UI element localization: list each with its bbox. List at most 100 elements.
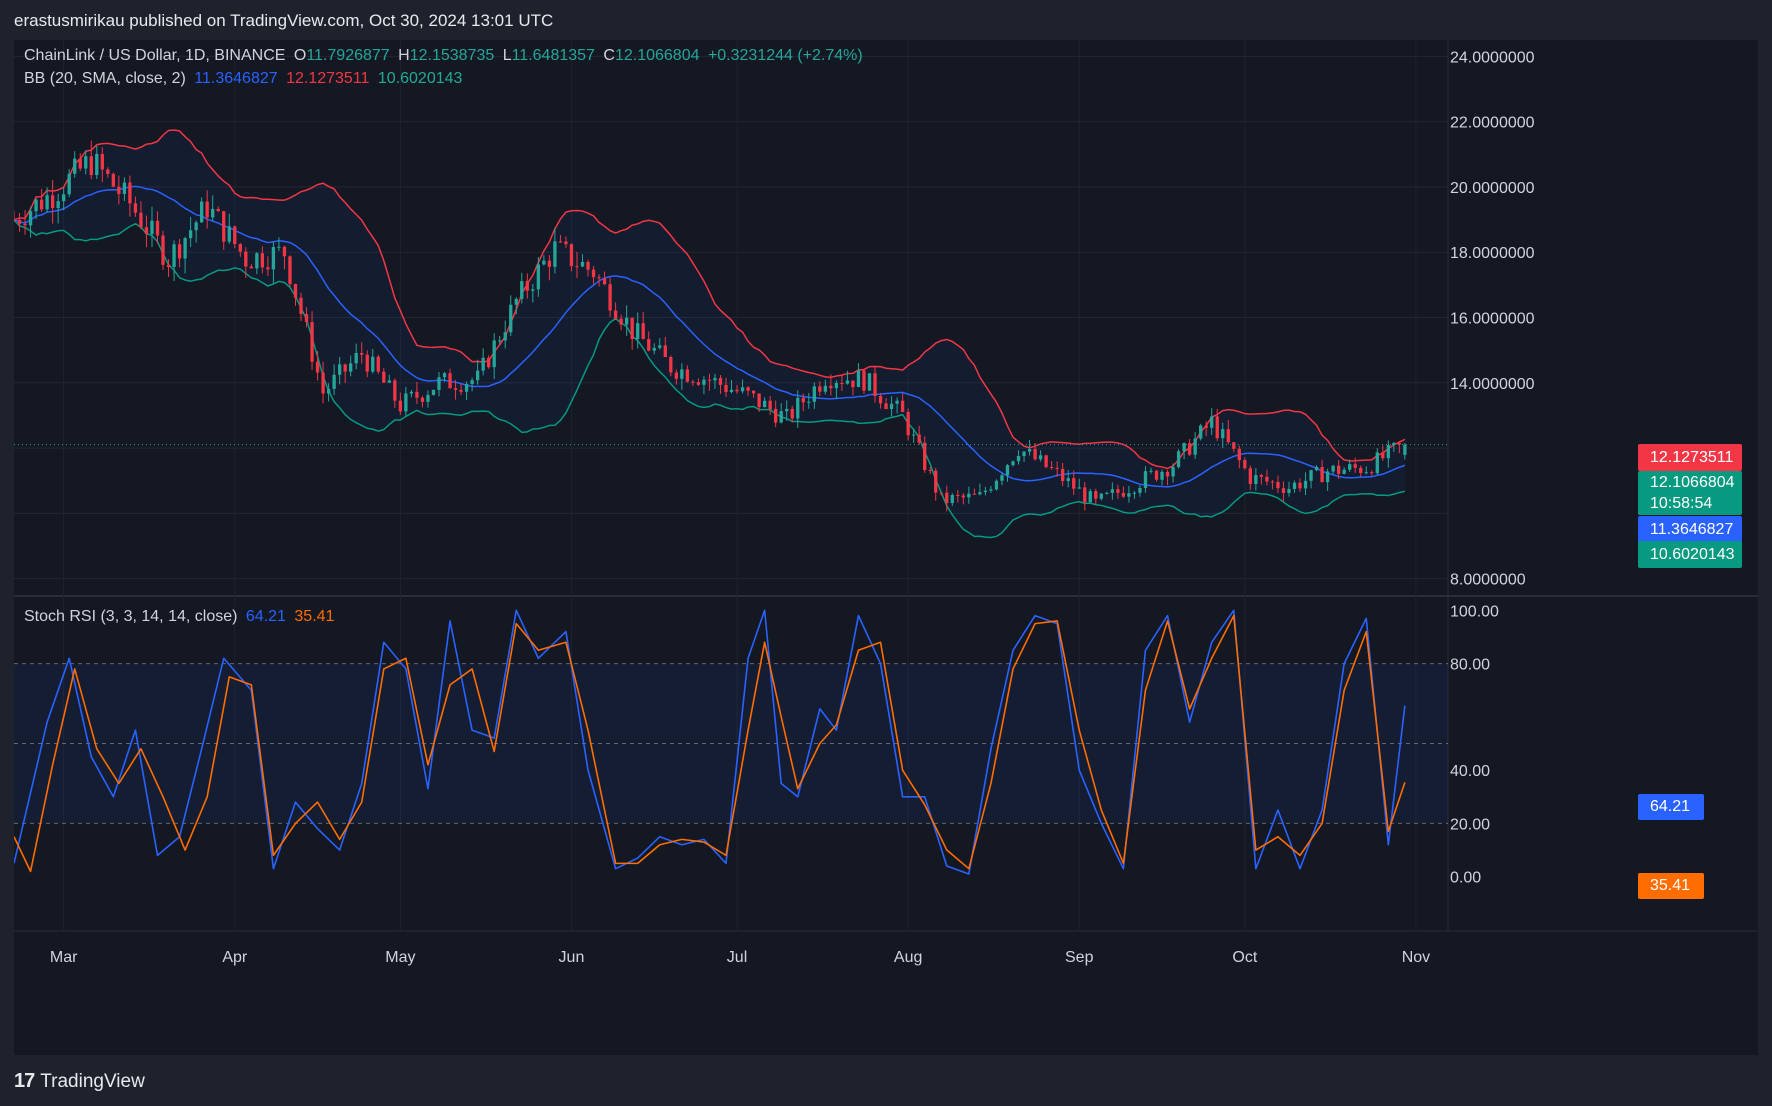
candle-body: [1049, 467, 1054, 469]
stoch-k-value: 64.21: [245, 608, 286, 625]
stoch-label[interactable]: Stoch RSI (3, 3, 14, 14, close): [24, 608, 238, 625]
time-tick-label: Jul: [727, 949, 747, 966]
candle-body: [437, 377, 441, 390]
stoch-tick-label: 0.00: [1450, 870, 1481, 887]
candle-body: [73, 158, 77, 174]
candle-body: [1254, 475, 1258, 484]
candle-body: [1088, 491, 1092, 503]
chart-canvas[interactable]: 24.0000000 22.0000000 20.0000000 18.0000000…: [14, 40, 1758, 1055]
candle-body: [1215, 416, 1219, 439]
candle-body: [978, 492, 982, 495]
candle-body: [558, 241, 563, 243]
candle-body: [1232, 442, 1236, 449]
time-tick-label: Sep: [1065, 949, 1094, 966]
candle-body: [928, 470, 932, 472]
price-tick-label: 20.0000000: [1450, 180, 1535, 197]
candle-body: [122, 182, 127, 194]
bb-label[interactable]: BB (20, SMA, close, 2): [24, 70, 186, 87]
stoch-d-tag: 35.41: [1638, 873, 1704, 899]
upper-band-tag: 12.1273511: [1638, 444, 1742, 471]
candle-body: [1077, 487, 1081, 489]
candle-body: [133, 203, 138, 213]
candle-body: [696, 382, 701, 385]
candle-body: [989, 489, 993, 491]
candle-body: [878, 395, 883, 404]
candle-body: [56, 201, 60, 208]
footer[interactable]: 17 TradingView: [14, 1070, 145, 1093]
candle-body: [796, 397, 800, 419]
candle-body: [177, 244, 182, 259]
chart-frame[interactable]: 24.0000000 22.0000000 20.0000000 18.0000000…: [14, 40, 1758, 1055]
candle-body: [1027, 449, 1032, 452]
close-value: 12.1066804: [614, 47, 700, 64]
candle-body: [1364, 472, 1368, 474]
candle-body: [238, 243, 242, 252]
stoch-tick-label: 40.00: [1450, 763, 1490, 780]
candle-body: [983, 490, 988, 493]
candle-body: [1353, 464, 1357, 468]
candle-body: [1359, 467, 1363, 474]
candle-body: [1298, 482, 1302, 489]
candle-body: [222, 211, 226, 242]
candle-body: [751, 390, 756, 394]
candle-body: [1375, 452, 1379, 474]
candle-body: [713, 377, 717, 381]
candle-body: [277, 246, 281, 248]
candle-body: [884, 403, 888, 410]
candle-body: [282, 246, 287, 257]
candle-body: [685, 369, 690, 382]
candle-body: [707, 379, 712, 381]
candle-body: [1243, 460, 1247, 469]
candle-body: [1237, 448, 1241, 461]
candle-body: [812, 386, 816, 402]
candle-body: [1403, 444, 1407, 455]
candle-body: [906, 411, 910, 436]
symbol-label[interactable]: ChainLink / US Dollar, 1D, BINANCE: [24, 47, 286, 64]
candle-body: [205, 201, 209, 218]
candle-body: [856, 370, 861, 388]
candle-body: [608, 284, 612, 311]
candle-body: [382, 371, 386, 383]
time-tick-label: Nov: [1402, 949, 1430, 966]
candle-body: [1331, 465, 1335, 472]
candle-body: [939, 492, 943, 494]
candle-body: [1149, 470, 1153, 472]
candle-body: [28, 211, 33, 226]
candle-body: [89, 156, 93, 176]
main-legend: ChainLink / US Dollar, 1D, BINANCE O11.7…: [24, 47, 867, 65]
candle-body: [1370, 472, 1374, 474]
candle-body: [845, 380, 850, 384]
candle-body: [889, 403, 894, 410]
candle-body: [387, 380, 391, 383]
stoch-tick-label: 20.00: [1450, 816, 1490, 833]
candle-body: [249, 266, 253, 269]
bb-lower-value: 10.6020143: [377, 70, 463, 87]
candle-body: [1061, 468, 1065, 482]
candle-body: [1381, 452, 1385, 459]
candle-body: [624, 317, 629, 325]
candle-body: [718, 377, 723, 385]
candle-body: [669, 356, 673, 373]
stoch-d-line: [14, 614, 1406, 873]
candle-body: [923, 442, 927, 471]
candle-body: [934, 470, 938, 493]
candle-body: [155, 220, 160, 236]
candle-body: [569, 244, 574, 267]
candle-body: [774, 408, 778, 423]
candle-body: [729, 389, 734, 393]
candle-body: [150, 220, 154, 235]
open-label: O: [293, 47, 307, 64]
candle-body: [961, 495, 965, 498]
candle-body: [1397, 443, 1402, 445]
candle-body: [266, 267, 270, 270]
candle-body: [23, 223, 27, 226]
candle-body: [1226, 429, 1230, 443]
open-value: 11.7926877: [306, 47, 390, 64]
price-tick-label: 8.0000000: [1450, 572, 1526, 589]
candle-body: [487, 357, 491, 368]
price-tag: 12.1066804 10:58:54: [1638, 471, 1742, 515]
candle-body: [354, 352, 358, 364]
candle-body: [762, 400, 767, 408]
candle-body: [740, 387, 745, 392]
candle-body: [591, 269, 596, 278]
